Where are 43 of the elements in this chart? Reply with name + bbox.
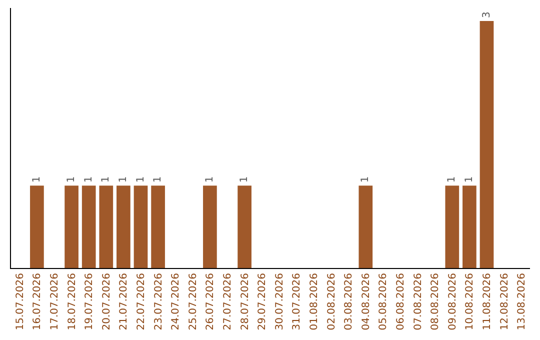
x-tick-label: 31.07.2026 [292, 273, 303, 330]
x-tick-label: 27.07.2026 [222, 273, 234, 330]
x-tick-label: 04.08.2026 [360, 273, 372, 330]
x-tick-label: 29.07.2026 [257, 273, 268, 330]
x-tick-label: 05.08.2026 [378, 273, 390, 330]
x-tick-label: 16.07.2026 [32, 273, 44, 330]
x-tick-label: 26.07.2026 [205, 273, 216, 330]
x-tick-label: 23.07.2026 [153, 273, 164, 330]
data-label: 1 [152, 176, 164, 183]
x-tick-label: 19.07.2026 [84, 273, 96, 330]
x-tick-label: 07.08.2026 [412, 273, 424, 330]
data-label: 1 [360, 176, 372, 183]
x-tick-label: 15.07.2026 [14, 273, 26, 330]
x-tick-label: 10.08.2026 [464, 273, 476, 330]
x-tick-label: 21.07.2026 [118, 273, 130, 330]
x-tick-label: 13.08.2026 [516, 273, 528, 330]
data-label: 3 [481, 12, 492, 18]
x-tick-label: 22.07.2026 [136, 273, 147, 330]
x-tick-label: 17.07.2026 [50, 273, 60, 330]
x-tick-label: 20.07.2026 [101, 273, 112, 330]
x-tick-label: 24.07.2026 [170, 273, 182, 330]
data-label: 1 [239, 176, 250, 183]
x-tick-label: 28.07.2026 [240, 273, 251, 330]
data-label: 1 [100, 176, 112, 183]
data-label: 1 [31, 176, 42, 183]
data-label: 1 [464, 176, 475, 183]
data-label: 1 [135, 176, 146, 183]
data-label: 1 [66, 176, 78, 183]
data-label: 1 [446, 176, 458, 183]
x-tick-label: 03.08.2026 [344, 273, 355, 330]
x-tick-label: 30.07.2026 [274, 273, 286, 330]
x-tick-label: 18.07.2026 [66, 273, 78, 330]
x-tick-label: 25.07.2026 [188, 273, 199, 330]
data-label: 1 [83, 176, 94, 183]
data-label: 1 [204, 176, 216, 183]
x-tick-label: 06.08.2026 [396, 273, 406, 330]
x-tick-label: 01.08.2026 [309, 273, 320, 330]
data-label: 1 [118, 176, 129, 183]
x-tick-label: 12.08.2026 [499, 273, 510, 330]
x-tick-label: 08.08.2026 [430, 273, 442, 330]
x-tick-label: 11.08.2026 [482, 273, 493, 330]
x-tick-label: 02.08.2026 [326, 273, 338, 330]
x-tick-label: 09.08.2026 [447, 273, 458, 330]
